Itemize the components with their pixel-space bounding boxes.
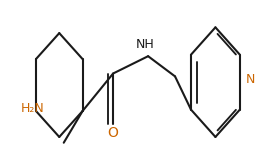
Text: H₂N: H₂N [20,102,44,115]
Text: O: O [108,126,119,140]
Text: N: N [246,73,255,86]
Text: NH: NH [136,38,155,51]
